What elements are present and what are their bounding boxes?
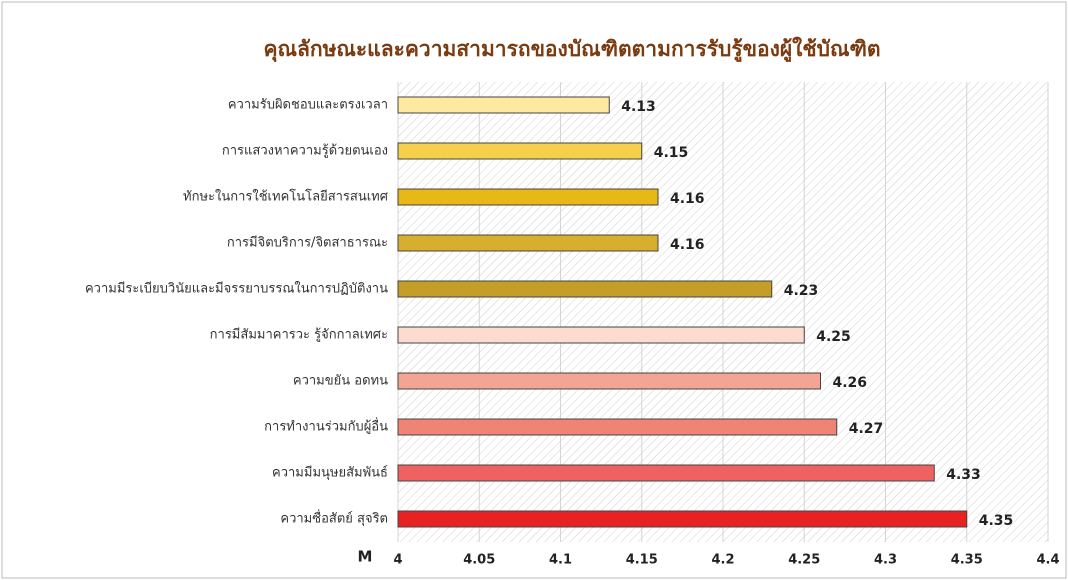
y-tick-label: การมีจิตบริการ/จิตสาธารณะ (227, 235, 388, 251)
y-tick-label: ความซื่อสัตย์ สุจริต (280, 510, 388, 527)
bar (398, 235, 658, 251)
bar (398, 465, 934, 481)
y-tick-label: ความขยัน อดทน (293, 374, 388, 389)
x-tick-label: 4.25 (788, 553, 820, 568)
value-label: 4.35 (979, 513, 1014, 529)
bar (398, 373, 821, 389)
value-label: 4.26 (833, 375, 868, 391)
chart-title: คุณลักษณะและความสามารถของบัณฑิตตามการรับ… (263, 36, 880, 63)
value-label: 4.16 (670, 191, 705, 207)
value-label: 4.15 (654, 145, 689, 161)
value-label: 4.27 (849, 421, 884, 437)
y-tick-label: การมีสัมมาคารวะ รู้จักกาลเทศะ (210, 327, 388, 343)
y-tick-label: ความรับผิดชอบและตรงเวลา (228, 98, 388, 113)
value-label: 4.16 (670, 237, 705, 253)
x-axis-label: M (358, 548, 373, 566)
bar (398, 419, 837, 435)
y-tick-label: การทำงานร่วมกับผู้อื่น (264, 418, 388, 435)
value-label: 4.33 (946, 467, 981, 483)
bar (398, 281, 772, 297)
bar (398, 143, 642, 159)
x-tick-label: 4.1 (549, 553, 572, 568)
x-tick-label: 4.2 (711, 553, 734, 568)
x-tick-label: 4.3 (874, 553, 897, 568)
value-label: 4.25 (816, 329, 851, 345)
bar (398, 511, 967, 527)
value-label: 4.23 (784, 283, 819, 299)
x-tick-label: 4.35 (951, 553, 983, 568)
x-tick-label: 4.15 (626, 553, 658, 568)
bar (398, 189, 658, 205)
bar (398, 97, 609, 113)
y-tick-label: ความมีมนุษยสัมพันธ์ (272, 465, 388, 481)
y-tick-label: ทักษะในการใช้เทคโนโลยีสารสนเทศ (183, 189, 389, 205)
x-tick-label: 4.4 (1036, 553, 1059, 568)
x-tick-label: 4 (393, 553, 402, 568)
bar (398, 327, 804, 343)
chart: คุณลักษณะและความสามารถของบัณฑิตตามการรับ… (0, 0, 1068, 580)
y-tick-label: ความมีระเบียบวินัยและมีจรรยาบรรณในการปฏิ… (85, 281, 388, 297)
value-label: 4.13 (621, 99, 656, 115)
x-tick-label: 4.05 (463, 553, 495, 568)
y-tick-label: การแสวงหาความรู้ด้วยตนเอง (222, 144, 388, 159)
